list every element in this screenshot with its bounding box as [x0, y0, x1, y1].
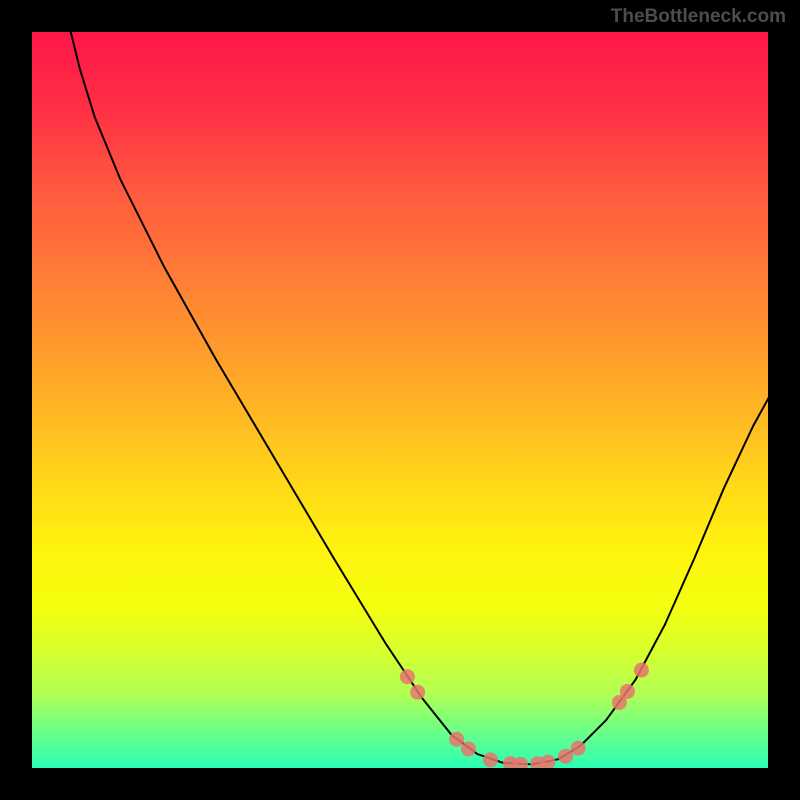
data-dot	[620, 684, 635, 699]
data-dot	[400, 669, 415, 684]
chart-background	[32, 32, 768, 768]
data-dot	[571, 741, 586, 756]
watermark-text: TheBottleneck.com	[611, 6, 786, 28]
chart-svg	[32, 32, 768, 768]
data-dot	[483, 752, 498, 767]
data-dot	[634, 663, 649, 678]
data-dot	[410, 685, 425, 700]
data-dot	[449, 732, 464, 747]
bottleneck-chart	[32, 32, 768, 768]
data-dot	[461, 741, 476, 756]
data-dot	[558, 749, 573, 764]
